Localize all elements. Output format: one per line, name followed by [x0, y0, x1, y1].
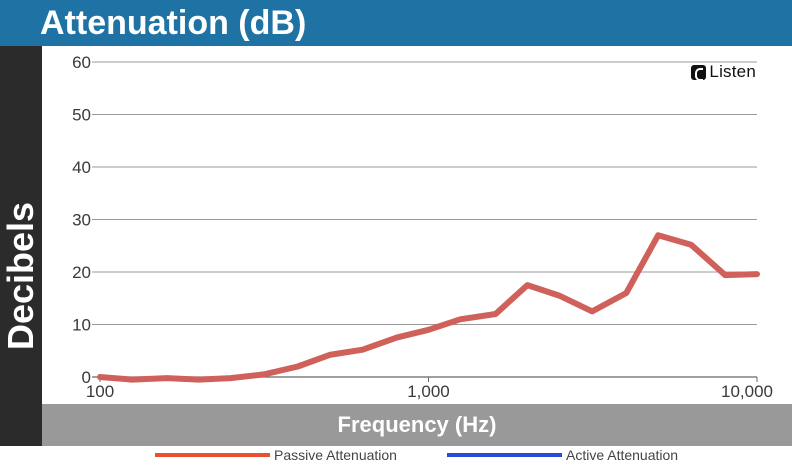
legend-label-passive: Passive Attenuation: [274, 447, 397, 463]
listen-logo-icon: [691, 64, 707, 81]
y-tick-label-50: 50: [72, 106, 91, 125]
series-line-passive-attenuation: [97, 232, 760, 383]
y-tick-label-60: 60: [72, 53, 91, 72]
x-tick-label-100: 100: [86, 382, 114, 401]
legend: Passive Attenuation Active Attenuation: [0, 446, 792, 466]
legend-item-passive: Passive Attenuation: [155, 447, 397, 463]
plot-area: 0 10 20 30 40 50 60 100 1,000 10,000: [72, 53, 773, 401]
x-axis-label-bar: Frequency (Hz): [42, 404, 792, 446]
y-tick-label-20: 20: [72, 263, 91, 282]
x-tick-labels: 100 1,000 10,000: [86, 382, 773, 401]
y-tick-label-0: 0: [82, 368, 91, 387]
title-bar: Attenuation (dB): [0, 0, 792, 46]
y-tick-label-10: 10: [72, 316, 91, 335]
legend-swatch-active: [447, 453, 562, 457]
y-tick-labels: 0 10 20 30 40 50 60: [72, 53, 91, 387]
x-axis-label: Frequency (Hz): [337, 412, 497, 437]
legend-item-active: Active Attenuation: [447, 447, 678, 463]
x-tick-label-10000: 10,000: [721, 382, 773, 401]
brand-name: Listen: [709, 62, 756, 81]
brand-logo: Listen: [691, 62, 756, 82]
series-lines: [97, 232, 760, 383]
x-tick-label-1000: 1,000: [407, 382, 450, 401]
legend-swatch-passive: [155, 453, 270, 457]
chart-title: Attenuation (dB): [40, 4, 307, 42]
grid-lines: [92, 61, 758, 382]
y-tick-label-40: 40: [72, 158, 91, 177]
y-tick-label-30: 30: [72, 211, 91, 230]
legend-label-active: Active Attenuation: [566, 447, 679, 463]
y-axis-label-bar: Decibels: [0, 46, 42, 446]
